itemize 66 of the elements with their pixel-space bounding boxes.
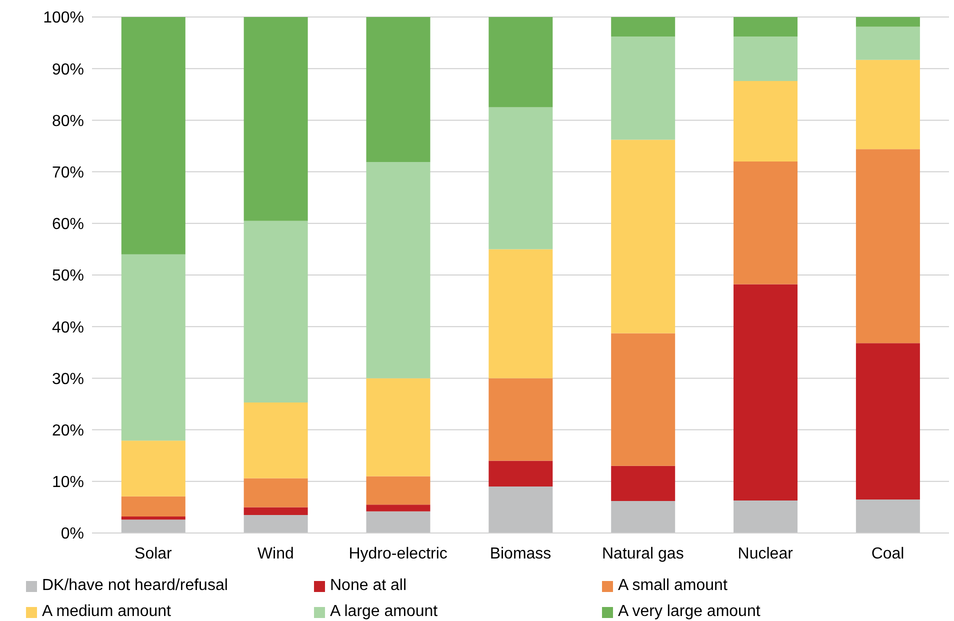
bar bbox=[856, 149, 920, 344]
bar bbox=[734, 161, 798, 284]
legend-label: DK/have not heard/refusal bbox=[42, 577, 228, 595]
legend-label: A very large amount bbox=[618, 603, 760, 621]
bar bbox=[366, 378, 430, 476]
bar bbox=[244, 478, 308, 508]
legend-label: A small amount bbox=[618, 577, 728, 595]
y-tick-label: 10% bbox=[52, 474, 84, 492]
bar bbox=[856, 343, 920, 500]
y-tick-label: 0% bbox=[60, 526, 84, 543]
bar bbox=[244, 402, 308, 478]
bar bbox=[121, 254, 186, 441]
bar bbox=[611, 17, 676, 37]
bar bbox=[611, 501, 676, 533]
x-tick-label: Natural gas bbox=[602, 545, 684, 562]
bar bbox=[366, 17, 430, 162]
bar bbox=[856, 499, 920, 533]
bar bbox=[366, 504, 430, 512]
bar bbox=[488, 378, 553, 461]
bar bbox=[121, 520, 186, 533]
y-tick-label: 70% bbox=[52, 164, 84, 182]
legend-label: A medium amount bbox=[42, 603, 171, 621]
bar bbox=[121, 440, 186, 496]
bar bbox=[488, 17, 553, 108]
bar bbox=[734, 284, 798, 500]
x-tick-label: Nuclear bbox=[738, 545, 794, 562]
x-tick-label: Wind bbox=[257, 545, 294, 562]
x-tick-label: Solar bbox=[134, 545, 173, 562]
legend-label: A large amount bbox=[330, 603, 438, 621]
x-tick-label: Hydro-electric bbox=[348, 545, 448, 562]
bar bbox=[611, 140, 676, 334]
bar bbox=[611, 36, 676, 140]
bar bbox=[488, 107, 553, 250]
bar bbox=[488, 460, 553, 487]
y-tick-label: 100% bbox=[43, 10, 84, 27]
bar bbox=[244, 17, 308, 221]
y-tick-label: 50% bbox=[52, 268, 84, 285]
bar bbox=[366, 511, 430, 533]
bar bbox=[366, 476, 430, 505]
bar bbox=[244, 507, 308, 515]
bar bbox=[488, 486, 553, 533]
y-tick-label: 30% bbox=[52, 370, 84, 388]
bar bbox=[488, 249, 553, 378]
bar bbox=[856, 17, 920, 27]
y-tick-label: 60% bbox=[52, 216, 84, 234]
bar bbox=[121, 516, 186, 520]
bar bbox=[121, 496, 186, 516]
bar bbox=[856, 60, 920, 150]
x-tick-label: Biomass bbox=[490, 545, 552, 562]
x-tick-label: Coal bbox=[871, 545, 904, 562]
bar bbox=[734, 80, 798, 162]
bar bbox=[856, 26, 920, 60]
bar bbox=[734, 500, 798, 533]
legend-label: None at all bbox=[330, 577, 406, 595]
bar bbox=[244, 514, 308, 533]
bar bbox=[121, 17, 186, 254]
bar bbox=[366, 162, 430, 378]
y-tick-label: 40% bbox=[52, 319, 84, 336]
bar bbox=[734, 36, 798, 81]
bar bbox=[611, 333, 676, 466]
bar bbox=[244, 220, 308, 402]
y-tick-label: 20% bbox=[52, 422, 84, 440]
y-tick-label: 90% bbox=[52, 61, 84, 78]
bar bbox=[734, 17, 798, 37]
bar bbox=[611, 466, 676, 502]
y-tick-label: 80% bbox=[52, 112, 84, 130]
